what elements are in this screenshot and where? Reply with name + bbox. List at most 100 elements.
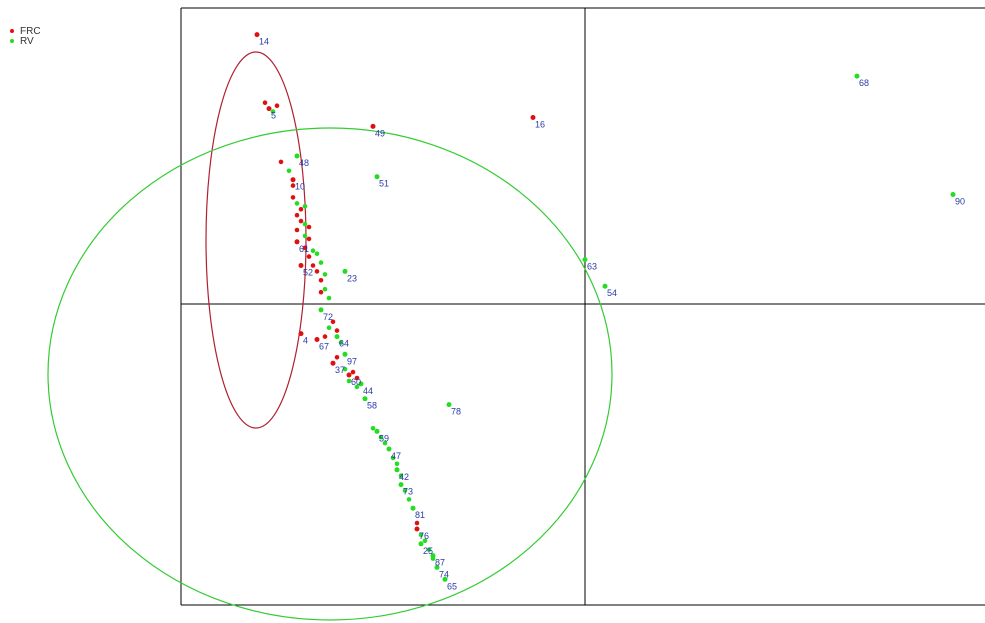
rv-point-label-44: 44 [363,386,373,396]
frc-point-52 [298,263,304,268]
rv-point-51 [374,174,380,180]
rv-point-65 [442,576,448,582]
cluster-point-12 [298,218,304,224]
cluster-point-38 [346,378,352,384]
cluster-point-2 [270,109,276,114]
cluster-point-4 [278,159,284,165]
rv-point-label-64: 64 [339,339,349,349]
cluster-point-37 [350,369,356,375]
cluster-point-31 [326,325,332,331]
cluster-point-7 [290,195,296,200]
rv-point-label-90: 90 [955,197,965,207]
frc-point-5 [266,106,272,112]
rv-point-64 [334,334,340,340]
legend-marker-frc [10,29,14,33]
rv-point-87 [430,553,436,559]
frc-point-label-60: 60 [351,377,361,387]
cluster-point-14 [306,224,312,230]
rv-point-63 [582,257,588,263]
frc-point-label-5: 5 [271,111,276,121]
rv-point-label-78: 78 [451,407,461,417]
cluster-point-1 [262,100,268,105]
cluster-point-46 [398,473,404,479]
rv-point-label-25: 25 [423,546,433,556]
cluster-point-39 [354,375,360,381]
cluster-point-42 [378,434,384,440]
legend-item-frc: FRC [10,25,41,37]
cluster-point-40 [354,384,360,390]
rv-point-97 [342,351,348,357]
cluster-point-25 [322,272,328,277]
cluster-point-47 [402,488,408,493]
frc-point-60 [346,372,352,378]
frc-point-14 [254,32,260,38]
legend: FRC RV [10,25,41,47]
rv-point-23 [342,268,348,274]
rv-point-label-47: 47 [391,451,401,461]
rv-point-label-63: 63 [587,262,597,272]
cluster-point-45 [394,461,400,467]
cluster-point-27 [322,286,328,292]
cluster-point-30 [330,319,336,325]
frc-point-label-67: 67 [319,342,329,352]
rv-point-label-68: 68 [859,78,869,88]
frc-point-label-10: 10 [295,182,305,192]
cluster-point-22 [310,263,316,268]
rv-point-90 [950,192,956,197]
cluster-point-9 [298,207,304,212]
frc-point-37 [330,360,336,366]
rv-point-54 [602,283,608,289]
rv-point-48 [294,153,300,159]
frc-point-label-76: 76 [419,531,429,541]
rv-point-25 [418,541,424,547]
cluster-point-36 [342,366,348,372]
legend-label-rv: RV [20,35,34,47]
rv-point-44 [358,381,364,387]
cluster-point-20 [306,254,312,259]
frc-point-label-14: 14 [259,37,269,47]
frc-point-label-16: 16 [535,120,545,130]
rv-point-label-74: 74 [439,569,449,579]
cluster-point-51 [422,538,428,544]
cluster-point-19 [310,248,316,253]
rv-point-label-51: 51 [379,179,389,189]
rv-point-42 [394,467,400,473]
rv-point-68 [854,73,860,79]
cluster-point-52 [426,547,432,552]
cluster-point-11 [302,204,308,209]
rv-point-label-87: 87 [435,558,445,568]
legend-label-frc: FRC [20,25,41,37]
rv-point-label-48: 48 [299,158,309,168]
cluster-point-28 [318,289,324,295]
frc-point-67 [314,337,320,342]
frc-point-4 [298,331,304,337]
frc-point-10 [290,177,296,183]
rv-point-label-72: 72 [323,312,333,322]
frc-point-label-61: 61 [299,244,309,254]
cluster-point-10 [294,212,300,218]
rv-point-72 [318,307,324,313]
cluster-point-13 [302,221,308,227]
cluster-point-29 [326,295,332,301]
rv-confidence-ellipse [47,127,613,621]
rv-point-label-65: 65 [447,581,457,591]
rv-point-74 [434,564,440,570]
cluster-point-17 [306,236,312,242]
rv-point-58 [362,396,368,402]
rv-point-label-54: 54 [607,288,617,298]
rv-point-73 [398,482,404,488]
rv-point-59 [374,428,380,434]
rv-point-78 [446,402,452,408]
rv-point-81 [410,505,416,511]
frc-point-label-52: 52 [303,268,313,278]
frc-point-61 [294,239,300,245]
cluster-point-15 [294,227,300,233]
cluster-point-18 [302,245,308,251]
rv-point-label-81: 81 [415,510,425,520]
cluster-point-49 [414,520,420,526]
frc-point-label-49: 49 [375,128,385,138]
cluster-point-23 [318,260,324,265]
cluster-point-35 [334,355,340,360]
rv-point-label-97: 97 [347,356,357,366]
